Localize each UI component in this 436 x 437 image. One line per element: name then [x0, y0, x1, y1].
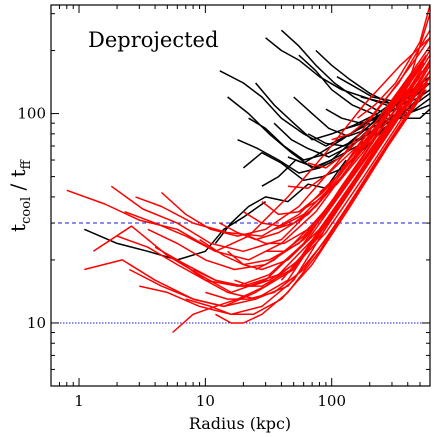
- red-profile-line: [172, 96, 414, 334]
- red-profile-line: [227, 70, 430, 271]
- red-profile-line: [265, 59, 430, 253]
- x-axis-label: Radius (kpc): [189, 414, 291, 433]
- red-profile-line: [307, 76, 411, 169]
- y-tick-label: 10: [27, 314, 46, 332]
- red-profile-line: [331, 29, 430, 141]
- red-profile-line: [341, 13, 430, 169]
- red-profile-line: [124, 62, 430, 261]
- x-tick-label: 10: [196, 392, 215, 410]
- red-profile-line: [215, 82, 429, 324]
- ticks: 1 10 100 10 100: [17, 5, 431, 410]
- red-profile-line: [135, 70, 414, 237]
- black-profile-line: [214, 159, 347, 244]
- black-profile-line: [280, 29, 430, 119]
- black-profile-line: [293, 92, 430, 137]
- black-profile-line: [219, 70, 371, 147]
- y-tick-label: 100: [17, 105, 46, 123]
- x-tick-label: 1: [74, 392, 84, 410]
- black-profile-line: [237, 89, 409, 174]
- red-profile-line: [234, 64, 430, 287]
- reference-lines: [51, 222, 430, 324]
- black-profile-line: [84, 200, 267, 261]
- red-profile-line: [280, 89, 419, 281]
- red-profile-line: [357, 5, 430, 119]
- chart-annotation: Deprojected: [88, 28, 218, 52]
- red-profile-line: [318, 62, 425, 194]
- red-profile-line: [185, 89, 427, 316]
- red-profile-line: [92, 76, 421, 294]
- red-profile-line: [205, 104, 414, 300]
- y-axis-label: tcool / tff: [6, 158, 34, 232]
- series-group: [66, 5, 430, 334]
- red-profile-line: [298, 54, 430, 213]
- x-tick-label: 100: [317, 392, 346, 410]
- plot-frame: [50, 4, 431, 387]
